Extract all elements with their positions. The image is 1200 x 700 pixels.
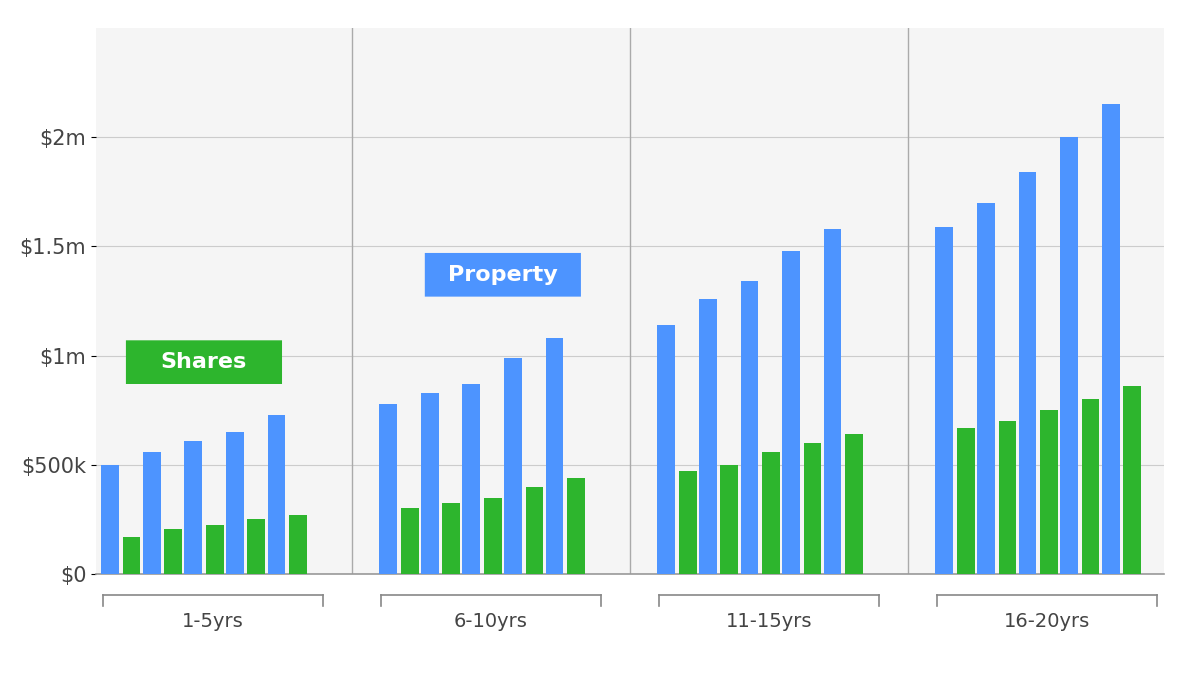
Bar (804, 443, 821, 574)
Bar (247, 519, 265, 574)
Bar (443, 503, 460, 574)
Bar (998, 421, 1016, 574)
Text: 11-15yrs: 11-15yrs (726, 612, 812, 631)
Bar (568, 478, 584, 574)
Bar (462, 384, 480, 574)
FancyBboxPatch shape (425, 253, 581, 297)
Bar (762, 452, 780, 574)
Text: Property: Property (448, 265, 558, 285)
Bar (845, 434, 863, 574)
Bar (977, 203, 995, 574)
Bar (401, 508, 419, 574)
Bar (720, 465, 738, 574)
Text: Shares: Shares (161, 352, 247, 372)
Text: 1-5yrs: 1-5yrs (182, 612, 244, 631)
Bar (956, 428, 974, 574)
Bar (206, 525, 223, 574)
Bar (782, 251, 800, 574)
Bar (823, 229, 841, 574)
Bar (185, 441, 202, 574)
Text: 16-20yrs: 16-20yrs (1004, 612, 1091, 631)
Bar (546, 338, 563, 574)
Bar (504, 358, 522, 574)
Bar (679, 471, 697, 574)
Bar (1081, 399, 1099, 574)
Bar (526, 486, 544, 574)
Bar (421, 393, 439, 574)
Bar (164, 529, 182, 574)
Bar (1019, 172, 1037, 574)
Bar (1123, 386, 1141, 574)
Bar (122, 537, 140, 574)
Text: 6-10yrs: 6-10yrs (454, 612, 528, 631)
FancyBboxPatch shape (126, 340, 282, 384)
Bar (1061, 137, 1078, 574)
Bar (143, 452, 161, 574)
Bar (268, 414, 286, 574)
Bar (698, 299, 716, 574)
Bar (936, 227, 953, 574)
Bar (101, 465, 119, 574)
Bar (379, 404, 397, 574)
Bar (658, 325, 676, 574)
Bar (484, 498, 502, 574)
Bar (289, 515, 307, 574)
Bar (1040, 410, 1058, 574)
Bar (740, 281, 758, 574)
Bar (1102, 104, 1120, 574)
Bar (226, 432, 244, 574)
